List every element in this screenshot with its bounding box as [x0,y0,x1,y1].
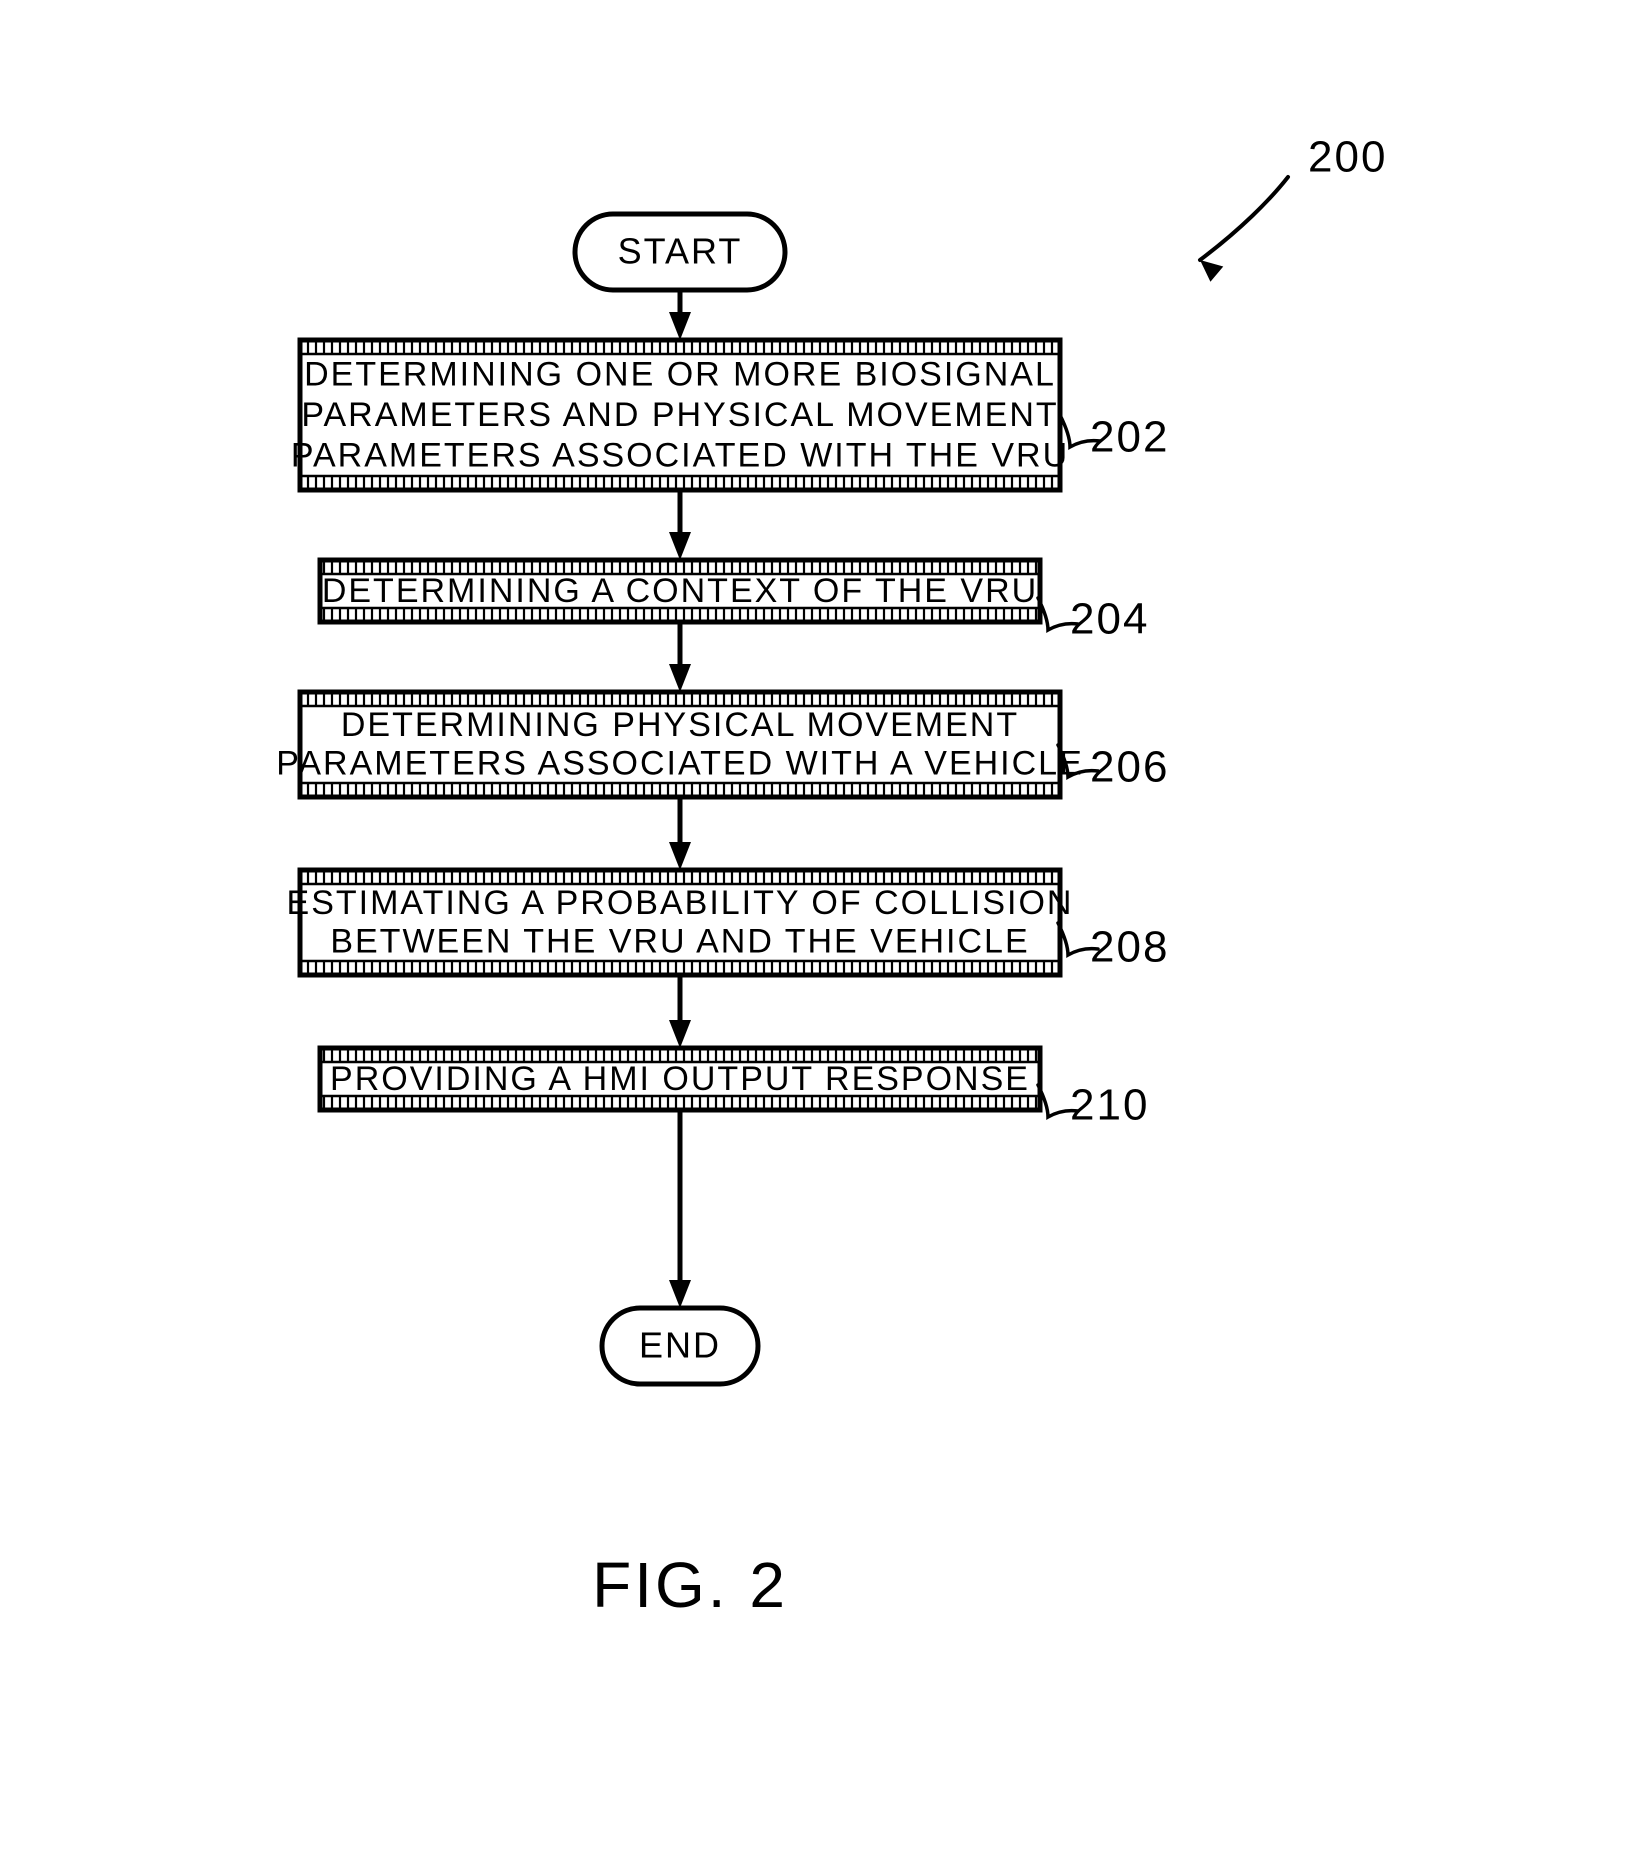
figure-ref-number: 200 [1308,133,1387,182]
step-text: DETERMINING PHYSICAL MOVEMENT [341,706,1019,744]
step-text: PARAMETERS AND PHYSICAL MOVEMENT [301,396,1058,434]
ref-number: 204 [1070,595,1149,644]
ref-number: 208 [1090,923,1169,972]
figure-label: FIG. 2 [592,1549,788,1621]
step-text: PROVIDING A HMI OUTPUT RESPONSE [330,1060,1030,1098]
step-text: DETERMINING A CONTEXT OF THE VRU [322,572,1038,610]
figure-ref-leader [1200,177,1288,260]
terminal-label: START [618,231,743,272]
ref-number: 210 [1070,1081,1149,1130]
step-text: DETERMINING ONE OR MORE BIOSIGNAL [304,355,1056,393]
step-text: PARAMETERS ASSOCIATED WITH THE VRU [291,437,1069,475]
flowchart-figure: 200 START DETERMINING ONE OR MORE BIOSIGNA… [0,0,1634,1852]
step-text: ESTIMATING A PROBABILITY OF COLLISION [287,884,1074,922]
step-text: BETWEEN THE VRU AND THE VEHICLE [330,923,1029,961]
ref-number: 206 [1090,743,1169,792]
ref-number: 202 [1090,413,1169,462]
terminal-label: END [639,1325,721,1366]
step-text: PARAMETERS ASSOCIATED WITH A VEHICLE [276,745,1084,783]
